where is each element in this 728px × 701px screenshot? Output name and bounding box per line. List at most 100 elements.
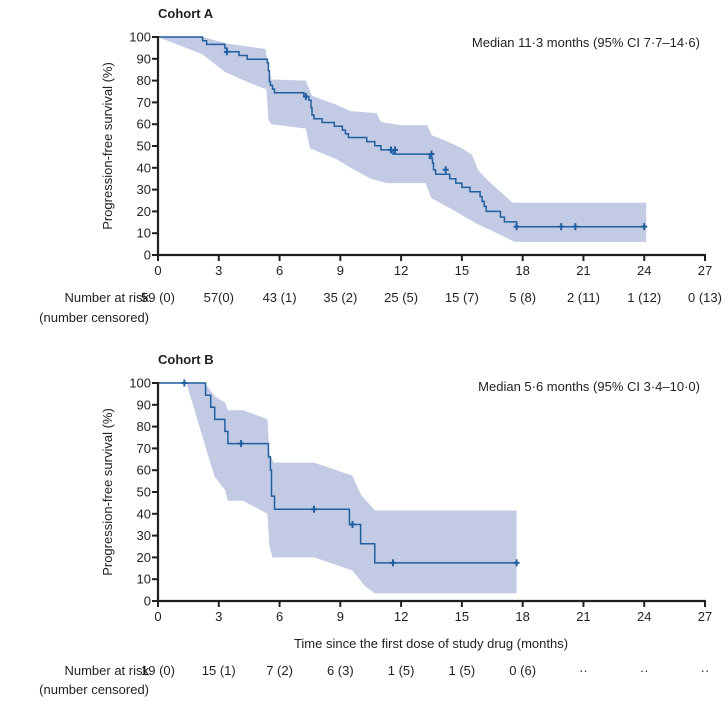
- cohort-b-x-tick-label: 12: [394, 609, 408, 624]
- cohort-b-panel: Cohort B Median 5·6 months (95% CI 3·4–1…: [39, 352, 712, 697]
- cohort-a-y-tick-label: 100: [129, 30, 151, 45]
- cohort-a-risk-value: 59 (0): [141, 290, 175, 305]
- cohort-a-x-tick-label: 18: [515, 263, 529, 278]
- cohort-b-censor-mark: [390, 559, 397, 567]
- cohort-b-risk-value: 7 (2): [266, 663, 293, 678]
- cohort-b-censor-mark: [181, 379, 188, 387]
- cohort-b-y-tick-label: 70: [137, 441, 151, 456]
- cohort-b-y-tick-label: 30: [137, 528, 151, 543]
- cohort-a-median-annotation: Median 11·3 months (95% CI 7·7–14·6): [472, 35, 700, 50]
- cohort-b-risk-value: ··: [579, 663, 588, 678]
- cohort-a-censor-mark: [558, 223, 565, 231]
- cohort-b-survival-curve: [158, 382, 517, 564]
- cohort-a-risk-value: 15 (7): [445, 290, 479, 305]
- cohort-a-risk-label-line1: Number at risk: [64, 290, 149, 305]
- cohort-b-y-tick-label: 100: [129, 376, 151, 391]
- cohort-b-ci-band-layer: [158, 383, 517, 594]
- cohort-a-risk-label-line2: (number censored): [39, 310, 149, 325]
- cohort-a-risk-value: 0 (13): [688, 290, 722, 305]
- cohort-b-x-tick-label: 3: [215, 609, 222, 624]
- cohort-b-censor-mark: [238, 440, 245, 448]
- cohort-a-risk-value: 5 (8): [509, 290, 536, 305]
- cohort-a-curve-layer: [158, 36, 648, 231]
- cohort-a-censor-mark: [428, 150, 435, 158]
- cohort-b-y-tick-label: 10: [137, 572, 151, 587]
- cohort-b-risk-value: 19 (0): [141, 663, 175, 678]
- cohort-b-risk-value: 0 (6): [509, 663, 536, 678]
- cohort-a-risk-table: 59 (0) 57(0) 43 (1) 35 (2) 25 (5) 15 (7) 5 (8)…: [141, 290, 722, 305]
- cohort-b-ci-band: [158, 383, 517, 594]
- cohort-b-x-tick-label: 24: [637, 609, 651, 624]
- cohort-a-risk-value: 57(0): [204, 290, 234, 305]
- cohort-a-x-tick-label: 6: [276, 263, 283, 278]
- cohort-a-survival-curve: [158, 36, 647, 228]
- cohort-a-axes: 0 10 20 30 40 50 60 70 80 90 100 0 3 6 9 12 15 18 21 24 27: [129, 30, 712, 279]
- cohort-a-y-tick-label: 80: [137, 73, 151, 88]
- cohort-a-y-tick-label: 70: [137, 95, 151, 110]
- cohort-a-risk-value: 1 (12): [627, 290, 661, 305]
- cohort-a-ci-band: [158, 37, 647, 242]
- cohort-a-title: Cohort A: [158, 6, 214, 21]
- cohort-b-y-tick-label: 50: [137, 485, 151, 500]
- cohort-b-risk-label-line2: (number censored): [39, 682, 149, 697]
- cohort-b-risk-value: 1 (5): [388, 663, 415, 678]
- cohort-b-y-tick-label: 60: [137, 463, 151, 478]
- cohort-a-ci-band-layer: [158, 37, 647, 242]
- cohort-a-risk-value: 2 (11): [567, 290, 600, 305]
- cohort-a-censor-mark: [392, 146, 399, 154]
- cohort-a-x-tick-label: 12: [394, 263, 408, 278]
- cohort-a-y-tick-label: 30: [137, 182, 151, 197]
- cohort-b-censor-mark: [513, 559, 520, 567]
- cohort-b-risk-value: ··: [701, 663, 710, 678]
- cohort-b-y-tick-label: 40: [137, 506, 151, 521]
- cohort-b-risk-value: 1 (5): [449, 663, 476, 678]
- cohort-a-y-tick-label: 20: [137, 204, 151, 219]
- cohort-b-y-tick-label: 20: [137, 550, 151, 565]
- cohort-b-y-tick-label: 90: [137, 397, 151, 412]
- cohort-a-censor-mark: [223, 48, 230, 56]
- cohort-b-x-tick-label: 0: [154, 609, 161, 624]
- cohort-a-censor-mark: [302, 93, 309, 101]
- cohort-a-x-tick-label: 21: [576, 263, 590, 278]
- cohort-b-x-tick-label: 21: [576, 609, 590, 624]
- cohort-b-curve-layer: [158, 379, 520, 567]
- cohort-a-censor-mark: [641, 223, 648, 231]
- cohort-b-y-axis-title: Progression-free survival (%): [100, 408, 115, 576]
- cohort-b-x-tick-label: 27: [698, 609, 712, 624]
- cohort-a-x-tick-label: 24: [637, 263, 651, 278]
- cohort-b-axes: 0 10 20 30 40 50 60 70 80 90 100 0 3 6 9 12 15 18 21 24 27: [129, 376, 712, 625]
- cohort-b-x-tick-label: 18: [515, 609, 529, 624]
- cohort-b-risk-label-line1: Number at risk: [64, 663, 149, 678]
- cohort-b-x-axis-title: Time since the first dose of study drug …: [294, 636, 568, 651]
- cohort-a-risk-value: 25 (5): [384, 290, 418, 305]
- cohort-b-risk-table: 19 (0) 15 (1) 7 (2) 6 (3) 1 (5) 1 (5) 0 (6) ·· ·…: [141, 663, 709, 678]
- cohort-a-risk-value: 35 (2): [323, 290, 357, 305]
- cohort-a-censor-mark: [572, 223, 579, 231]
- cohort-a-panel: Cohort A Median 11·3 months (95% CI 7·7–…: [39, 6, 722, 325]
- cohort-b-title: Cohort B: [158, 352, 214, 367]
- cohort-b-censor-mark: [349, 520, 356, 528]
- cohort-a-y-tick-label: 10: [137, 226, 151, 241]
- cohort-a-risk-value: 43 (1): [263, 290, 297, 305]
- cohort-a-x-tick-label: 27: [698, 263, 712, 278]
- cohort-b-risk-value: 6 (3): [327, 663, 354, 678]
- cohort-a-x-tick-label: 15: [455, 263, 469, 278]
- cohort-a-y-tick-label: 40: [137, 160, 151, 175]
- cohort-b-y-tick-label: 0: [144, 594, 151, 609]
- cohort-a-censor-mark: [442, 166, 449, 174]
- cohort-a-censor-mark: [513, 223, 520, 231]
- cohort-a-y-tick-label: 60: [137, 117, 151, 132]
- cohort-b-y-tick-label: 80: [137, 419, 151, 434]
- cohort-a-x-tick-label: 3: [215, 263, 222, 278]
- cohort-b-risk-value: 15 (1): [202, 663, 236, 678]
- cohort-a-y-tick-label: 0: [144, 248, 151, 263]
- cohort-a-x-tick-label: 0: [154, 263, 161, 278]
- cohort-b-x-tick-label: 9: [337, 609, 344, 624]
- cohort-b-risk-value: ··: [640, 663, 649, 678]
- cohort-b-x-tick-label: 15: [455, 609, 469, 624]
- cohort-a-x-tick-label: 9: [337, 263, 344, 278]
- cohort-b-censor-mark: [310, 505, 317, 513]
- cohort-a-y-tick-label: 90: [137, 51, 151, 66]
- cohort-a-y-tick-label: 50: [137, 139, 151, 154]
